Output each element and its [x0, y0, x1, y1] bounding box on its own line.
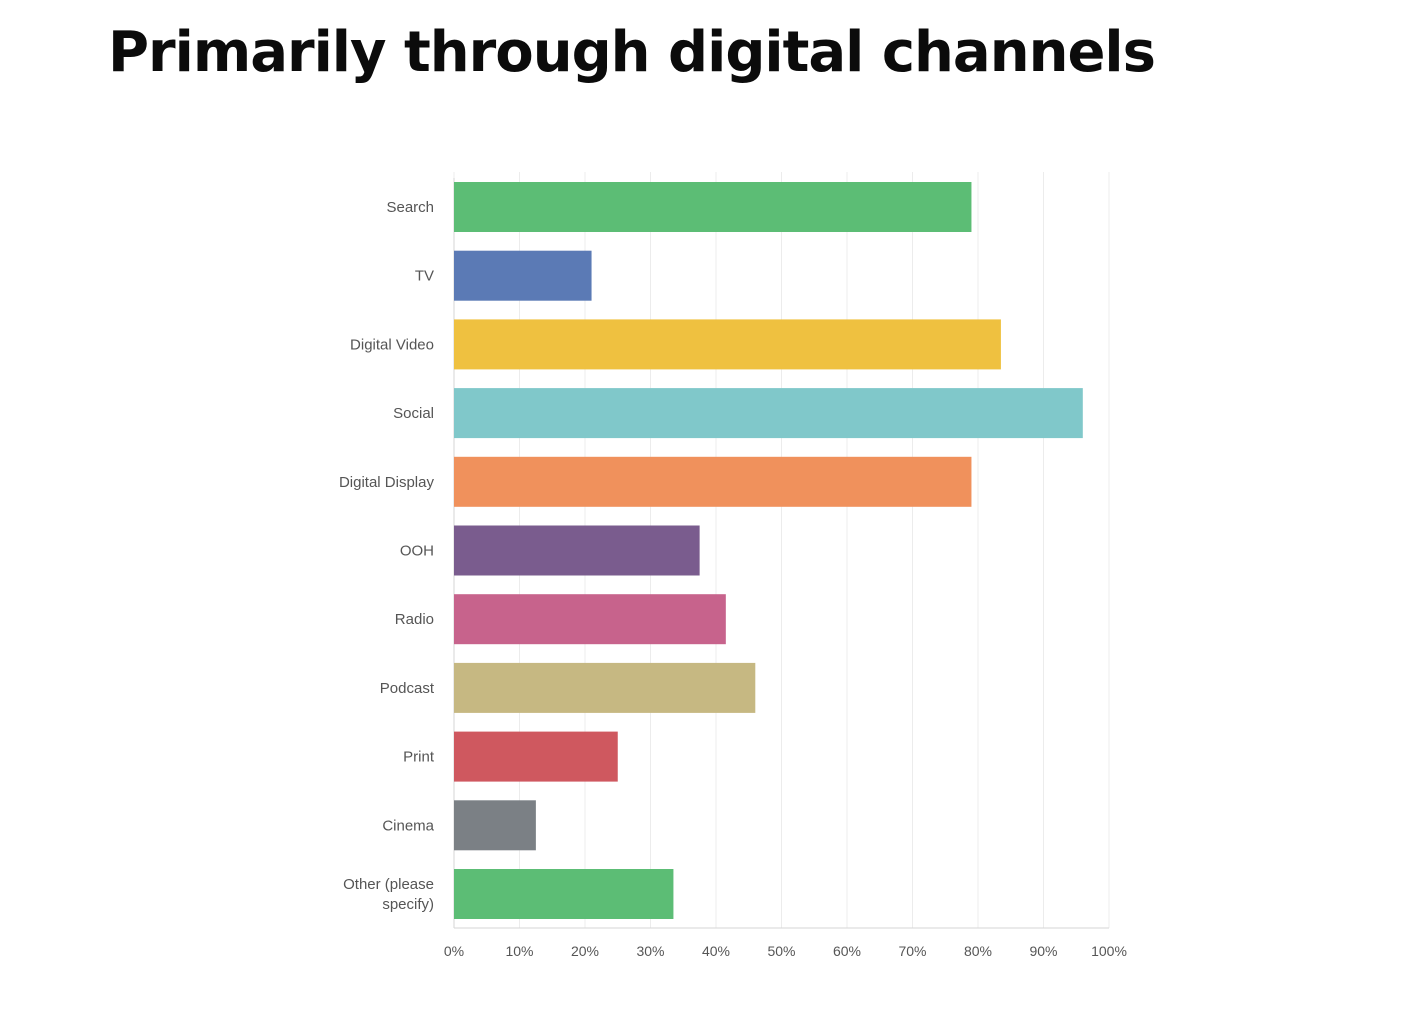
bar: [454, 800, 536, 851]
bars: [454, 182, 1083, 919]
bar: [454, 662, 756, 713]
category-label: Digital Video: [350, 336, 434, 353]
bar: [454, 869, 674, 919]
category-label: Podcast: [380, 680, 435, 697]
x-tick-label: 10%: [505, 943, 533, 959]
x-tick-label: 30%: [636, 943, 664, 959]
x-tick-label: 80%: [964, 943, 992, 959]
slide-title: Primarily through digital channels: [108, 20, 1156, 85]
category-label: Print: [403, 749, 435, 766]
category-label: Digital Display: [339, 474, 435, 491]
x-tick-label: 20%: [571, 943, 599, 959]
x-tick-label: 70%: [898, 943, 926, 959]
x-axis-tick-labels: 0% 10% 20% 30% 40% 50% 60% 70% 80% 90% 100%: [444, 943, 1127, 959]
x-tick-label: 60%: [833, 943, 861, 959]
x-tick-label: 0%: [444, 943, 464, 959]
category-label: OOH: [400, 543, 434, 560]
x-tick-label: 40%: [702, 943, 730, 959]
category-label-line: specify): [382, 896, 434, 913]
category-label: Social: [393, 405, 434, 422]
bar: [454, 319, 1001, 370]
category-label: Search: [386, 199, 434, 216]
category-label-line: Other (please: [343, 876, 434, 893]
bar: [454, 731, 618, 782]
category-label: TV: [415, 268, 434, 285]
bar: [454, 388, 1083, 439]
bar: [454, 250, 592, 301]
x-tick-label: 50%: [767, 943, 795, 959]
category-label: Cinema: [382, 817, 434, 834]
bar: [454, 525, 700, 576]
x-tick-label: 100%: [1091, 943, 1127, 959]
category-labels: Search TV Digital Video Social Digital Displ…: [339, 199, 435, 913]
bar: [454, 182, 972, 232]
category-label: Other (please specify): [343, 876, 434, 913]
bar: [454, 456, 972, 507]
category-label: Radio: [395, 611, 434, 628]
x-tick-label: 90%: [1029, 943, 1057, 959]
bar: [454, 594, 726, 645]
